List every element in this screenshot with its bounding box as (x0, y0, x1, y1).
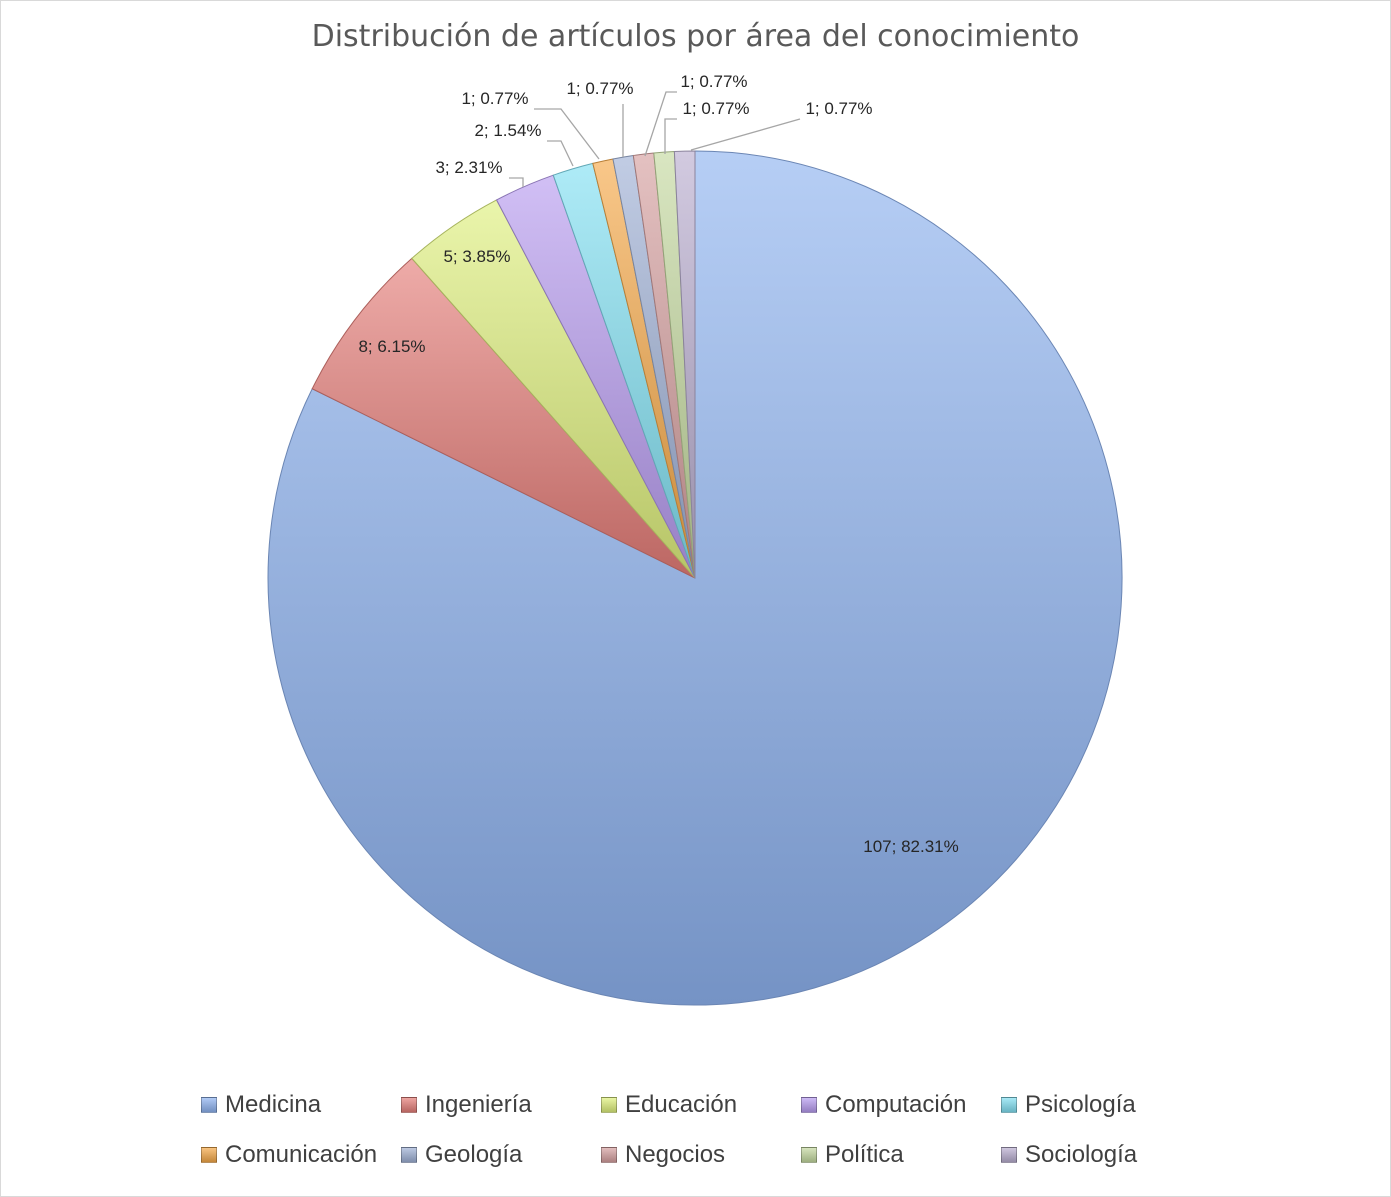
legend-item: Psicología (1001, 1091, 1201, 1119)
leader-line (509, 177, 524, 187)
data-label-psicología: 2; 1.54% (474, 121, 541, 140)
legend-swatch (601, 1147, 617, 1163)
legend-swatch (201, 1147, 217, 1163)
legend: Medicina Ingeniería Educación Computación Ps… (201, 1091, 1201, 1169)
legend-label: Sociología (1025, 1141, 1138, 1168)
data-label-geología: 1; 0.77% (566, 79, 633, 98)
legend-label: Negocios (625, 1141, 726, 1168)
leader-line (644, 91, 677, 157)
data-label-medicina: 107; 82.31% (863, 837, 958, 856)
data-label-educación: 5; 3.85% (443, 247, 510, 266)
data-label-computación: 3; 2.31% (435, 158, 502, 177)
legend-swatch (801, 1097, 817, 1113)
pie-chart: 107; 82.31% 8; 6.15% 5; 3.85% 3; 2.31% 2; 1.… (267, 72, 1123, 1006)
legend-label: Comunicación (225, 1141, 378, 1168)
legend-item: Geología (401, 1141, 601, 1169)
legend-item: Medicina (201, 1091, 401, 1119)
data-label-ingeniería: 8; 6.15% (358, 337, 425, 356)
legend-swatch (601, 1097, 617, 1113)
leader-line (534, 108, 600, 160)
legend-label: Psicología (1025, 1091, 1136, 1118)
legend-label: Política (825, 1141, 904, 1168)
legend-item: Comunicación (201, 1141, 401, 1169)
leader-line (690, 118, 801, 151)
legend-label: Computación (825, 1091, 967, 1118)
legend-swatch (801, 1147, 817, 1163)
legend-swatch (401, 1147, 417, 1163)
legend-item: Sociología (1001, 1141, 1201, 1169)
pie-slice-ingeniería (311, 257, 696, 579)
leader-line (547, 140, 574, 167)
legend-label: Ingeniería (425, 1091, 532, 1118)
pie-slice-sociología (673, 150, 696, 579)
legend-swatch (201, 1097, 217, 1113)
legend-swatch (1001, 1097, 1017, 1113)
legend-swatch (401, 1097, 417, 1113)
chart-title: Distribución de artículos por área del c… (311, 19, 1080, 54)
legend-label: Geología (425, 1141, 523, 1168)
legend-item: Computación (801, 1091, 1001, 1119)
legend-item: Ingeniería (401, 1091, 601, 1119)
data-label-comunicación: 1; 0.77% (461, 89, 528, 108)
data-label-negocios: 1; 0.77% (680, 72, 747, 91)
legend-label: Medicina (225, 1091, 322, 1118)
data-label-sociología: 1; 0.77% (805, 99, 872, 118)
leader-line (664, 118, 677, 154)
legend-item: Educación (601, 1091, 801, 1119)
legend-item: Política (801, 1141, 1001, 1169)
legend-swatch (1001, 1147, 1017, 1163)
legend-label: Educación (625, 1091, 738, 1118)
legend-item: Negocios (601, 1141, 801, 1169)
data-label-política: 1; 0.77% (682, 99, 749, 118)
